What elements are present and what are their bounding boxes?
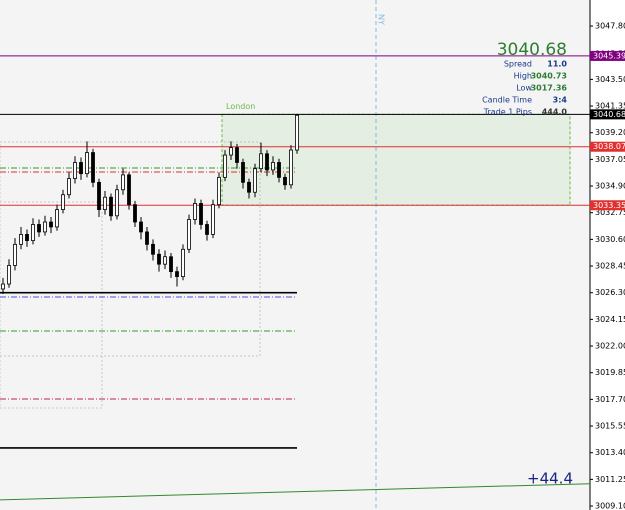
candle-body [7, 265, 11, 285]
info-label: Candle Time [482, 96, 532, 105]
candle-body [103, 196, 107, 211]
candle-body [271, 162, 275, 171]
info-value: 3017.36 [531, 84, 568, 93]
candle-body [115, 189, 119, 217]
candle-body [187, 219, 191, 250]
y-tick-label: 3022.00 [595, 342, 625, 351]
candle-body [67, 178, 71, 196]
candle-body [79, 162, 83, 175]
candle-body [133, 204, 137, 223]
y-tick-label: 3030.60 [595, 235, 625, 244]
y-tick-label: 3032.75 [595, 208, 625, 217]
y-tick-label: 3043.50 [595, 75, 625, 84]
candle-body [199, 203, 203, 225]
candle-body [109, 196, 113, 217]
range-box [0, 141, 261, 357]
candle-body [259, 153, 263, 170]
candle-body [145, 231, 149, 245]
candle-body [127, 174, 131, 206]
y-tick-label: 3024.15 [595, 315, 625, 324]
candle-body [97, 181, 101, 211]
info-value: 3040.73 [531, 72, 567, 81]
candle-body [61, 194, 65, 211]
price-tag [590, 50, 625, 61]
y-tick-label: 3026.30 [595, 288, 625, 297]
info-price: 3040.68 [497, 40, 567, 60]
candle-body [289, 149, 293, 186]
candle-body [121, 174, 125, 191]
candle-body [235, 147, 239, 163]
price-tag-label: 3033.35 [593, 201, 625, 210]
candle-body [283, 176, 287, 186]
price-tag-label: 3038.07 [593, 142, 625, 151]
info-value: 3:4 [553, 96, 568, 105]
candle-body [157, 253, 161, 265]
price-tag [590, 141, 625, 152]
candle-body [31, 224, 35, 242]
candle-body [205, 224, 209, 235]
candle-body [37, 224, 41, 233]
y-tick-label: 3013.40 [595, 448, 625, 457]
candle-body [25, 234, 29, 242]
candle-body [19, 234, 23, 245]
candle-body [229, 147, 233, 156]
y-tick-label: 3015.55 [595, 422, 625, 431]
candle-body [43, 221, 47, 233]
session-label: NY [377, 14, 386, 25]
candle-body [217, 176, 221, 206]
y-tick-label: 3047.80 [595, 22, 625, 31]
y-tick-label: 3034.90 [595, 182, 625, 191]
candle-body [139, 221, 143, 233]
candle-body [223, 154, 227, 178]
candle-body [151, 243, 155, 255]
price-tag [590, 200, 625, 211]
candle-body [253, 168, 257, 193]
candle-body [247, 181, 251, 193]
candle-body [49, 221, 53, 228]
y-tick-label: 3028.45 [595, 262, 625, 271]
candle-body [163, 256, 167, 265]
y-tick-label: 3037.05 [595, 155, 625, 164]
candle-body [265, 153, 269, 171]
candle-body [169, 256, 173, 273]
candle-body [73, 162, 77, 179]
trendline [0, 483, 591, 501]
y-tick-label: 3009.10 [595, 502, 625, 510]
info-label: Trade 1 Pips [483, 108, 532, 117]
session-box [221, 113, 571, 206]
price-tag-label: 3040.68 [593, 110, 625, 119]
y-tick-label: 3017.70 [595, 395, 625, 404]
y-tick-label: 3019.85 [595, 368, 625, 377]
price-tag [590, 109, 625, 120]
info-value: 444.0 [542, 108, 568, 117]
candle-body [295, 114, 299, 151]
candle-body [193, 203, 197, 220]
info-label: Spread [504, 60, 532, 69]
candle-body [175, 271, 179, 277]
candle-body [85, 152, 89, 175]
candle-body [13, 243, 17, 266]
plot-area [0, 0, 590, 510]
candle-body [1, 283, 5, 290]
y-tick-label: 3039.20 [595, 128, 625, 137]
pips: +44.4 [527, 470, 573, 488]
session-label: London [226, 102, 255, 111]
candle-body [91, 152, 95, 183]
candle-body [55, 209, 59, 228]
candle-body [241, 162, 245, 183]
info-label: High [514, 72, 532, 81]
candle-body [211, 204, 215, 235]
price-tag-label: 3045.39 [593, 51, 625, 60]
candle-body [181, 248, 185, 277]
info-label: Low [516, 84, 532, 93]
candle-body [277, 162, 281, 178]
y-tick-label: 3041.35 [595, 102, 625, 111]
y-tick-label: 3011.25 [595, 475, 625, 484]
range-box [0, 201, 103, 409]
info-value: 11.0 [547, 60, 567, 69]
